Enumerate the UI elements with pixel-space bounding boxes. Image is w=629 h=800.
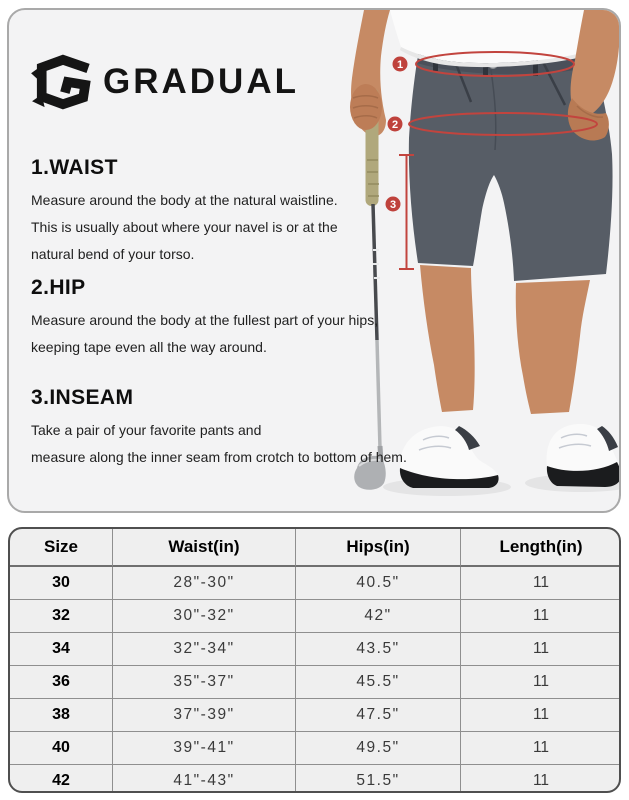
instruction-inseam-text: Take a pair of your favorite pants and m… — [31, 422, 407, 465]
col-header-hips: Hips(in) — [295, 529, 460, 567]
col-header-size: Size — [10, 529, 112, 567]
cell-hips: 45.5" — [295, 666, 460, 699]
table-row: 38 37"-39" 47.5" 11 — [10, 699, 619, 732]
hip-ellipse — [408, 112, 598, 136]
cell-waist: 30"-32" — [112, 600, 295, 633]
cell-waist: 28"-30" — [112, 567, 295, 600]
cell-size: 32 — [10, 600, 112, 633]
size-table-header-row: Size Waist(in) Hips(in) Length(in) — [10, 529, 619, 567]
table-row: 32 30"-32" 42" 11 — [10, 600, 619, 633]
cell-length: 11 — [460, 666, 619, 699]
cell-length: 11 — [460, 765, 619, 791]
marker-1-badge — [392, 56, 408, 72]
marker-3-badge — [385, 196, 401, 212]
size-table-panel: Size Waist(in) Hips(in) Length(in) 30 28… — [8, 527, 621, 793]
cell-length: 11 — [460, 633, 619, 666]
instruction-inseam-title: 3.INSEAM — [31, 386, 134, 409]
cell-hips: 47.5" — [295, 699, 460, 732]
measurement-guide-panel: 1 2 3 GRADUAL 1.WAIST Measure around the… — [7, 8, 621, 513]
instruction-waist: 1.WAIST Measure around the body at the n… — [31, 156, 338, 268]
instruction-hip-title: 2.HIP — [31, 276, 86, 299]
table-row: 34 32"-34" 43.5" 11 — [10, 633, 619, 666]
cell-size: 40 — [10, 732, 112, 765]
measurement-annotations: 1 2 3 — [385, 51, 598, 270]
left-golf-shoe — [399, 426, 499, 488]
cell-hips: 43.5" — [295, 633, 460, 666]
marker-2-label: 2 — [392, 119, 398, 131]
model-photo: 1 2 3 — [350, 10, 619, 496]
cell-waist: 41"-43" — [112, 765, 295, 791]
cell-size: 42 — [52, 772, 70, 789]
marker-3-label: 3 — [390, 199, 396, 211]
cell-length: 11 — [460, 600, 619, 633]
waist-ellipse — [415, 51, 575, 77]
instruction-waist-text: Measure around the body at the natural w… — [31, 192, 338, 262]
cell-size: 34 — [10, 633, 112, 666]
model-right-leg — [515, 280, 590, 414]
model-left-leg — [420, 265, 475, 412]
cell-size: 36 — [10, 666, 112, 699]
cell-hips: 40.5" — [295, 567, 460, 600]
cell-waist: 37"-39" — [112, 699, 295, 732]
instruction-hip-text: Measure around the body at the fullest p… — [31, 312, 379, 355]
right-golf-shoe — [546, 424, 619, 487]
cell-hips: 42" — [295, 600, 460, 633]
cell-size: 30 — [10, 567, 112, 600]
cell-length: 11 — [460, 699, 619, 732]
col-header-waist: Waist(in) — [112, 529, 295, 567]
cell-hips: 49.5" — [295, 732, 460, 765]
table-row: 30 28"-30" 40.5" 11 — [10, 567, 619, 600]
cell-length: 11 — [460, 567, 619, 600]
instruction-waist-title: 1.WAIST — [31, 156, 118, 179]
model-shirt — [390, 10, 588, 68]
cell-length: 11 — [460, 732, 619, 765]
cell-hips: 51.5" — [295, 765, 460, 791]
table-row: 42 41"-43" 51.5" 11 — [10, 765, 619, 791]
cell-size: 38 — [10, 699, 112, 732]
col-header-length: Length(in) — [460, 529, 619, 567]
model-left-hand — [350, 84, 382, 130]
size-table: Size Waist(in) Hips(in) Length(in) 30 28… — [10, 529, 619, 791]
brand-name: GRADUAL — [103, 62, 299, 101]
gradual-logo-icon — [31, 54, 91, 110]
brand-logo: GRADUAL — [31, 54, 299, 110]
marker-2-badge — [387, 116, 403, 132]
table-row: 40 39"-41" 49.5" 11 — [10, 732, 619, 765]
instruction-hip: 2.HIP Measure around the body at the ful… — [31, 276, 378, 361]
cell-waist: 35"-37" — [112, 666, 295, 699]
cell-waist: 39"-41" — [112, 732, 295, 765]
instruction-inseam: 3.INSEAM Take a pair of your favorite pa… — [31, 386, 407, 471]
table-row: 36 35"-37" 45.5" 11 — [10, 666, 619, 699]
marker-1-label: 1 — [397, 59, 403, 71]
cell-waist: 32"-34" — [112, 633, 295, 666]
